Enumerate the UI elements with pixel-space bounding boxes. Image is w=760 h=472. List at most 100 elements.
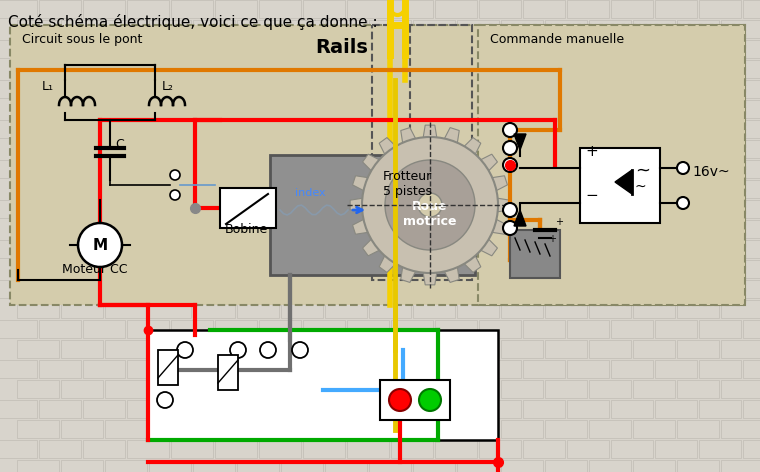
Polygon shape	[481, 239, 498, 256]
FancyBboxPatch shape	[501, 60, 543, 78]
FancyBboxPatch shape	[325, 60, 367, 78]
FancyBboxPatch shape	[479, 0, 521, 18]
FancyBboxPatch shape	[545, 180, 587, 198]
FancyBboxPatch shape	[391, 160, 433, 178]
Polygon shape	[514, 210, 526, 226]
FancyBboxPatch shape	[501, 220, 543, 238]
Circle shape	[503, 221, 517, 235]
FancyBboxPatch shape	[83, 80, 125, 98]
FancyBboxPatch shape	[237, 220, 279, 238]
Polygon shape	[445, 267, 459, 282]
Circle shape	[677, 162, 689, 174]
FancyBboxPatch shape	[743, 440, 760, 458]
FancyBboxPatch shape	[721, 460, 760, 472]
FancyBboxPatch shape	[523, 440, 565, 458]
FancyBboxPatch shape	[655, 400, 697, 418]
Circle shape	[157, 392, 173, 408]
FancyBboxPatch shape	[435, 80, 477, 98]
FancyBboxPatch shape	[589, 340, 631, 358]
FancyBboxPatch shape	[699, 320, 741, 338]
FancyBboxPatch shape	[633, 140, 675, 158]
FancyBboxPatch shape	[281, 420, 323, 438]
FancyBboxPatch shape	[611, 400, 653, 418]
FancyBboxPatch shape	[479, 440, 521, 458]
FancyBboxPatch shape	[259, 240, 301, 258]
Circle shape	[170, 190, 180, 200]
FancyBboxPatch shape	[589, 60, 631, 78]
FancyBboxPatch shape	[281, 340, 323, 358]
FancyBboxPatch shape	[39, 120, 81, 138]
Polygon shape	[423, 273, 437, 285]
FancyBboxPatch shape	[391, 280, 433, 298]
FancyBboxPatch shape	[479, 200, 521, 218]
Text: Roue
motrice: Roue motrice	[404, 200, 457, 228]
FancyBboxPatch shape	[567, 240, 609, 258]
FancyBboxPatch shape	[215, 120, 257, 138]
FancyBboxPatch shape	[699, 200, 741, 218]
FancyBboxPatch shape	[127, 160, 169, 178]
FancyBboxPatch shape	[215, 440, 257, 458]
FancyBboxPatch shape	[633, 60, 675, 78]
FancyBboxPatch shape	[149, 380, 191, 398]
FancyBboxPatch shape	[699, 440, 741, 458]
FancyBboxPatch shape	[17, 140, 59, 158]
FancyBboxPatch shape	[699, 240, 741, 258]
FancyBboxPatch shape	[633, 340, 675, 358]
FancyBboxPatch shape	[215, 280, 257, 298]
FancyBboxPatch shape	[479, 320, 521, 338]
FancyBboxPatch shape	[369, 180, 411, 198]
FancyBboxPatch shape	[61, 420, 103, 438]
FancyBboxPatch shape	[457, 380, 499, 398]
FancyBboxPatch shape	[127, 0, 169, 18]
FancyBboxPatch shape	[677, 340, 719, 358]
FancyBboxPatch shape	[347, 200, 389, 218]
FancyBboxPatch shape	[303, 320, 345, 338]
Circle shape	[419, 389, 441, 411]
FancyBboxPatch shape	[149, 20, 191, 38]
FancyBboxPatch shape	[523, 320, 565, 338]
FancyBboxPatch shape	[478, 25, 745, 305]
FancyBboxPatch shape	[611, 0, 653, 18]
FancyBboxPatch shape	[479, 240, 521, 258]
FancyBboxPatch shape	[545, 220, 587, 238]
Text: +: +	[585, 144, 598, 159]
Polygon shape	[514, 134, 526, 150]
FancyBboxPatch shape	[149, 340, 191, 358]
FancyBboxPatch shape	[281, 260, 323, 278]
FancyBboxPatch shape	[193, 100, 235, 118]
FancyBboxPatch shape	[589, 420, 631, 438]
FancyBboxPatch shape	[413, 260, 455, 278]
FancyBboxPatch shape	[0, 40, 37, 58]
FancyBboxPatch shape	[215, 160, 257, 178]
FancyBboxPatch shape	[127, 80, 169, 98]
FancyBboxPatch shape	[325, 340, 367, 358]
FancyBboxPatch shape	[259, 400, 301, 418]
FancyBboxPatch shape	[391, 0, 433, 18]
FancyBboxPatch shape	[325, 260, 367, 278]
FancyBboxPatch shape	[413, 380, 455, 398]
FancyBboxPatch shape	[479, 80, 521, 98]
Text: L₁: L₁	[42, 80, 54, 93]
FancyBboxPatch shape	[611, 320, 653, 338]
FancyBboxPatch shape	[391, 320, 433, 338]
FancyBboxPatch shape	[83, 280, 125, 298]
FancyBboxPatch shape	[677, 20, 719, 38]
FancyBboxPatch shape	[545, 140, 587, 158]
FancyBboxPatch shape	[523, 240, 565, 258]
Text: Rails: Rails	[315, 38, 368, 57]
FancyBboxPatch shape	[281, 20, 323, 38]
Text: ~: ~	[635, 180, 647, 194]
FancyBboxPatch shape	[61, 260, 103, 278]
FancyBboxPatch shape	[0, 360, 37, 378]
FancyBboxPatch shape	[281, 140, 323, 158]
FancyBboxPatch shape	[61, 60, 103, 78]
FancyBboxPatch shape	[325, 300, 367, 318]
FancyBboxPatch shape	[193, 220, 235, 238]
FancyBboxPatch shape	[457, 60, 499, 78]
FancyBboxPatch shape	[457, 340, 499, 358]
FancyBboxPatch shape	[347, 440, 389, 458]
FancyBboxPatch shape	[479, 360, 521, 378]
FancyBboxPatch shape	[303, 160, 345, 178]
FancyBboxPatch shape	[510, 230, 560, 278]
FancyBboxPatch shape	[347, 360, 389, 378]
